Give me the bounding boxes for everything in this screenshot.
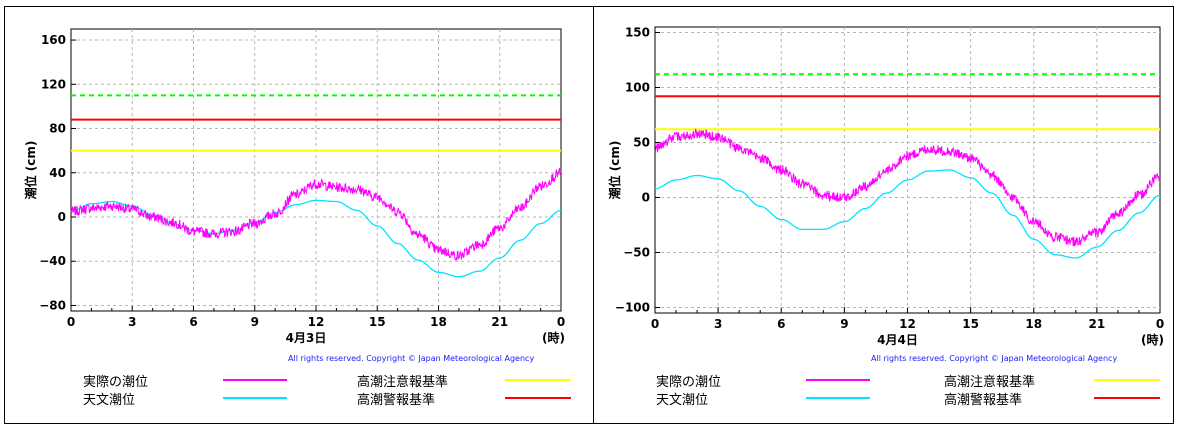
x-tick-label: 12 (899, 317, 916, 331)
legend-warning-line (1094, 397, 1160, 399)
legend-warning-label: 高潮警報基準 (357, 393, 436, 408)
x-axis-label: 4月4日 (877, 333, 918, 347)
x-axis-unit: (時) (542, 330, 565, 345)
y-tick-label: 0 (642, 191, 650, 205)
tide-chart-panel-left: 0 3 6 9 12 15 18 21 0 160 120 80 40 0 −40 −80 潮位 (cm) 4月3… (4, 6, 594, 424)
copyright-text: All rights reserved. Copyright © Japan M… (288, 354, 535, 363)
y-tick-label: 100 (625, 81, 650, 95)
x-tick-label: 9 (251, 315, 259, 329)
y-tick-label: 150 (625, 26, 650, 40)
legend-astronomical-line (223, 397, 287, 399)
tide-chart-right: 0 3 6 9 12 15 18 21 0 150 100 50 0 −50 −100 潮位 (cm) 4月4日… (607, 26, 1164, 348)
y-tick-label: −40 (39, 254, 66, 268)
tide-chart-panel-right: 0 3 6 9 12 15 18 21 0 150 100 50 0 −50 −100 潮位 (cm) 4月4日… (593, 6, 1174, 424)
legend-advisory-line (505, 379, 571, 381)
legend-astronomical-label: 天文潮位 (83, 393, 136, 408)
x-tick-label: 18 (1025, 317, 1042, 331)
copyright-text: All rights reserved. Copyright © Japan M… (871, 354, 1118, 363)
x-tick-label: 9 (840, 317, 848, 331)
x-tick-label: 0 (1156, 317, 1164, 331)
legend-observed-line (806, 379, 870, 381)
y-axis-label: 潮位 (cm) (607, 141, 622, 200)
legend-warning-line (505, 397, 571, 399)
tide-chart-left: 0 3 6 9 12 15 18 21 0 160 120 80 40 0 −40 −80 潮位 (cm) 4月3… (23, 28, 565, 345)
y-tick-label: 160 (41, 33, 66, 47)
y-tick-label: 80 (49, 122, 66, 136)
x-tick-label: 12 (308, 315, 325, 329)
x-tick-label: 3 (128, 315, 136, 329)
x-tick-label: 6 (189, 315, 197, 329)
y-axis-label: 潮位 (cm) (23, 141, 38, 200)
x-axis-unit: (時) (1141, 332, 1164, 347)
y-tick-label: 40 (49, 166, 66, 180)
y-tick-label: 120 (41, 77, 66, 91)
x-tick-label: 0 (557, 315, 565, 329)
y-tick-label: −100 (615, 301, 650, 315)
legend-advisory-line (1094, 379, 1160, 381)
x-tick-label: 0 (67, 315, 75, 329)
legend-observed-label: 実際の潮位 (83, 375, 149, 390)
legend-observed-line (223, 379, 287, 381)
x-tick-label: 15 (962, 317, 979, 331)
y-tick-label: −50 (623, 246, 650, 260)
legend-astronomical-label: 天文潮位 (656, 393, 709, 408)
x-tick-label: 21 (491, 315, 508, 329)
x-tick-label: 15 (369, 315, 386, 329)
x-tick-label: 0 (651, 317, 659, 331)
x-tick-label: 6 (777, 317, 785, 331)
legend-advisory-label: 高潮注意報基準 (357, 375, 449, 390)
legend-astronomical-line (806, 397, 870, 399)
x-tick-label: 18 (430, 315, 447, 329)
series-line-astronomical (654, 169, 1161, 259)
legend-advisory-label: 高潮注意報基準 (944, 375, 1036, 390)
x-tick-label: 3 (714, 317, 722, 331)
y-tick-label: −80 (39, 298, 66, 312)
x-tick-label: 21 (1089, 317, 1106, 331)
x-axis-label: 4月3日 (286, 331, 327, 345)
series-line-observed (70, 167, 562, 261)
legend-observed-label: 実際の潮位 (656, 375, 722, 390)
y-tick-label: 0 (58, 210, 66, 224)
y-tick-label: 50 (633, 136, 650, 150)
series-line-observed (654, 128, 1161, 247)
legend-warning-label: 高潮警報基準 (944, 393, 1023, 408)
